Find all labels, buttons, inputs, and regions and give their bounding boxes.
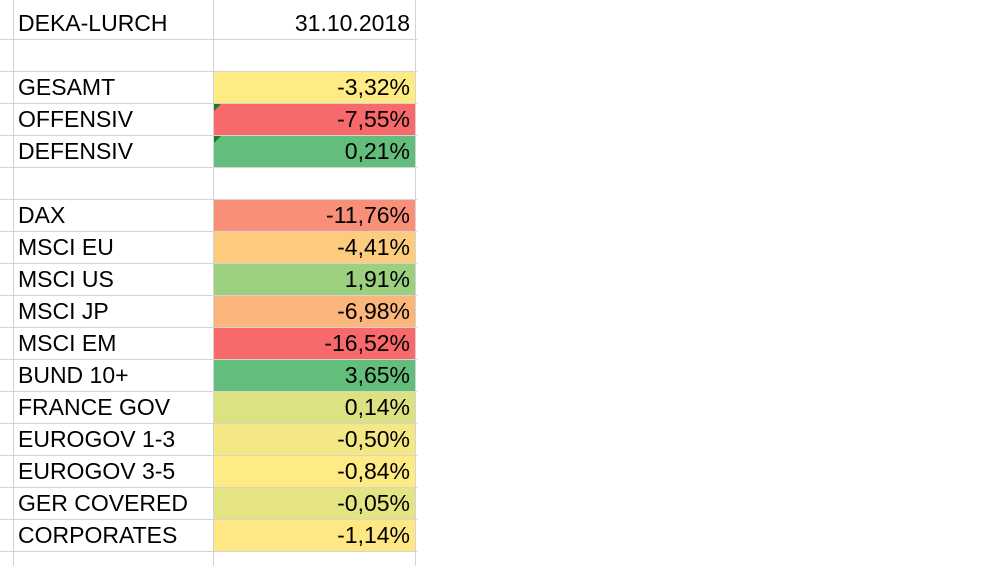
column-divider xyxy=(13,0,14,566)
table-row: MSCI EU -4,41% xyxy=(0,232,417,264)
table-row: GESAMT -3,32% xyxy=(0,72,417,104)
row-label-cell[interactable]: DAX xyxy=(18,202,66,228)
row-value-cell[interactable]: 1,91% xyxy=(214,264,415,295)
cell-comment-flag-icon xyxy=(214,104,221,111)
row-value-cell[interactable]: 0,14% xyxy=(214,392,415,423)
row-label-cell[interactable]: EUROGOV 1-3 xyxy=(18,426,176,452)
row-value-cell[interactable]: 3,65% xyxy=(214,360,415,391)
row-value-cell[interactable]: -3,32% xyxy=(214,72,415,103)
row-label-cell[interactable]: GER COVERED xyxy=(18,490,188,516)
sheet-title-cell[interactable]: DEKA-LURCH xyxy=(18,10,168,36)
table-row: CORPORATES -1,14% xyxy=(0,520,417,552)
row-value-cell[interactable]: -7,55% xyxy=(214,104,415,135)
row-label-cell[interactable]: MSCI US xyxy=(18,266,114,292)
table-row: EUROGOV 3-5 -0,84% xyxy=(0,456,417,488)
row-label-cell[interactable]: FRANCE GOV xyxy=(18,394,171,420)
row-label-cell[interactable]: EUROGOV 3-5 xyxy=(18,458,176,484)
column-divider xyxy=(213,0,214,566)
row-value-cell[interactable]: -16,52% xyxy=(214,328,415,359)
row-label-cell[interactable]: MSCI EM xyxy=(18,330,117,356)
table-row: DEFENSIV 0,21% xyxy=(0,136,417,168)
table-row: MSCI EM -16,52% xyxy=(0,328,417,360)
row-value-cell[interactable]: -0,05% xyxy=(214,488,415,519)
empty-row xyxy=(0,168,417,200)
table-row: FRANCE GOV 0,14% xyxy=(0,392,417,424)
table-row: OFFENSIV -7,55% xyxy=(0,104,417,136)
row-label-cell[interactable]: MSCI EU xyxy=(18,234,114,260)
table-row: GER COVERED -0,05% xyxy=(0,488,417,520)
column-divider xyxy=(415,0,416,566)
row-value-cell[interactable]: -0,50% xyxy=(214,424,415,455)
table-row: EUROGOV 1-3 -0,50% xyxy=(0,424,417,456)
row-value-cell[interactable]: -1,14% xyxy=(214,520,415,551)
header-row: DEKA-LURCH 31.10.2018 xyxy=(0,8,417,40)
table-row: MSCI JP -6,98% xyxy=(0,296,417,328)
empty-row xyxy=(0,40,417,72)
row-value-cell[interactable]: -11,76% xyxy=(214,200,415,231)
table-row: BUND 10+ 3,65% xyxy=(0,360,417,392)
row-label-cell[interactable]: CORPORATES xyxy=(18,522,178,548)
row-value-cell[interactable]: -0,84% xyxy=(214,456,415,487)
row-label-cell[interactable]: GESAMT xyxy=(18,74,116,100)
table-row: MSCI US 1,91% xyxy=(0,264,417,296)
row-label-cell[interactable]: DEFENSIV xyxy=(18,138,134,164)
cell-comment-flag-icon xyxy=(214,136,221,143)
row-label-cell[interactable]: BUND 10+ xyxy=(18,362,129,388)
date-cell[interactable]: 31.10.2018 xyxy=(294,10,410,36)
row-value-cell[interactable]: -4,41% xyxy=(214,232,415,263)
row-label-cell[interactable]: MSCI JP xyxy=(18,298,109,324)
row-label-cell[interactable]: OFFENSIV xyxy=(18,106,134,132)
row-value-cell[interactable]: -6,98% xyxy=(214,296,415,327)
table-row: DAX -11,76% xyxy=(0,200,417,232)
row-value-cell[interactable]: 0,21% xyxy=(214,136,415,167)
